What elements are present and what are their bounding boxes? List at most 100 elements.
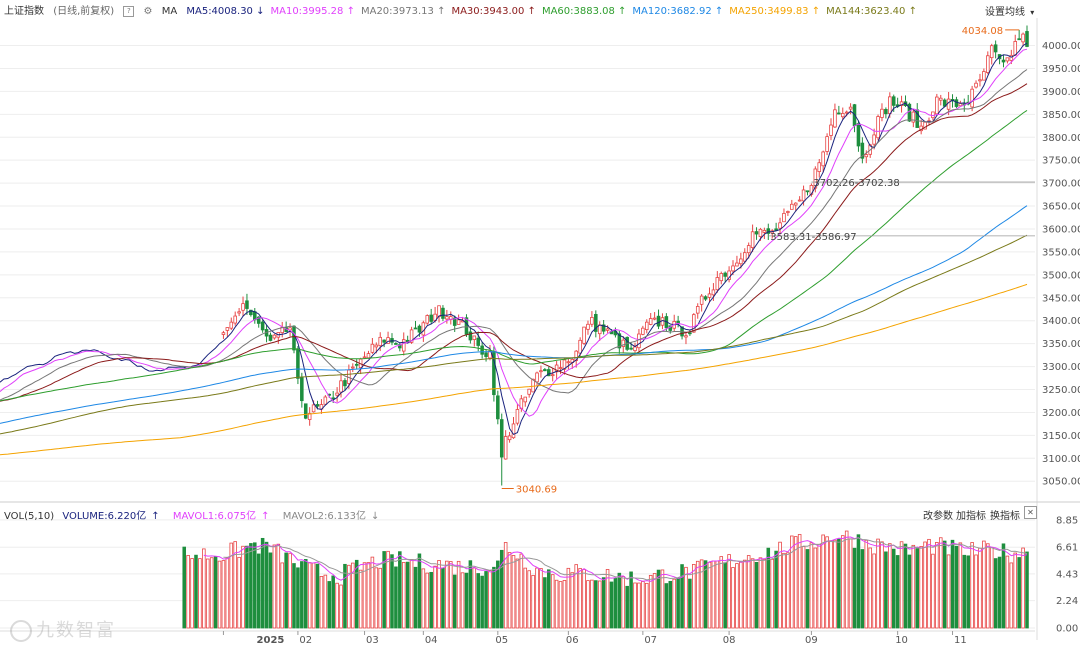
candle-body bbox=[719, 273, 724, 282]
volume-bar bbox=[300, 561, 304, 629]
candle-body bbox=[303, 403, 308, 419]
volume-bar bbox=[562, 580, 567, 629]
volume-bar bbox=[217, 560, 222, 629]
candle-body bbox=[382, 339, 386, 343]
volume-bar bbox=[829, 540, 833, 629]
candle-body bbox=[742, 252, 747, 262]
candle-body bbox=[711, 289, 716, 296]
volume-bar bbox=[911, 544, 916, 629]
volume-bar bbox=[907, 554, 912, 629]
candle-body bbox=[378, 336, 382, 347]
ma-legend-item: MA60:3883.08 ↑ bbox=[541, 6, 627, 17]
volume-bar bbox=[460, 572, 465, 629]
volume-bar bbox=[629, 571, 633, 629]
candle-body bbox=[880, 108, 884, 118]
volume-bar bbox=[315, 563, 320, 629]
ma-line-ma20 bbox=[0, 69, 1028, 401]
settings-ma-button[interactable]: 设置均线 ▾ bbox=[985, 3, 1034, 18]
candle-body bbox=[566, 361, 571, 364]
volume-bar bbox=[496, 560, 500, 629]
candle-body bbox=[986, 55, 990, 73]
volume-bar bbox=[935, 542, 939, 629]
y-tick-label: 3350.00 bbox=[1042, 339, 1080, 350]
mavol1-value-text: MAVOL1:6.075亿 bbox=[172, 511, 257, 522]
candle-body bbox=[441, 307, 445, 319]
ma-lines bbox=[0, 42, 1028, 456]
candle-body bbox=[817, 162, 822, 172]
volume-bar bbox=[292, 563, 296, 629]
volume-tick-label: 4.43 bbox=[1056, 569, 1078, 580]
volume-bar bbox=[182, 546, 187, 629]
add-indicator-button[interactable]: 加指标 bbox=[956, 511, 986, 522]
volume-bar bbox=[958, 542, 963, 629]
candle-body bbox=[645, 321, 649, 331]
y-tick-label: 3850.00 bbox=[1042, 110, 1080, 121]
candle-body bbox=[970, 88, 974, 108]
volume-bar bbox=[319, 576, 324, 629]
volume-bar bbox=[833, 539, 837, 629]
volume-bar bbox=[1001, 543, 1006, 629]
volume-bar bbox=[919, 546, 923, 629]
volume-bar bbox=[499, 549, 504, 629]
watermark-logo-icon bbox=[10, 620, 32, 642]
candle-body bbox=[864, 154, 869, 158]
ma-line-ma144 bbox=[0, 234, 1028, 435]
volume-bar bbox=[782, 552, 786, 629]
volume-bar bbox=[758, 557, 763, 629]
volume-bar bbox=[354, 559, 359, 629]
volume-value: VOLUME:6.220亿 ↑ bbox=[62, 511, 164, 522]
y-tick-label: 3650.00 bbox=[1042, 202, 1080, 213]
candle-body bbox=[692, 314, 696, 333]
y-tick-label: 3100.00 bbox=[1042, 454, 1080, 465]
vol-label: VOL(5,10) bbox=[4, 511, 55, 522]
candle-body bbox=[715, 277, 720, 291]
candle-body bbox=[1005, 57, 1010, 62]
chart-mode: (日线,前复权) bbox=[53, 6, 115, 17]
volume-arrow: ↑ bbox=[151, 511, 160, 522]
candle-body bbox=[409, 329, 414, 343]
volume-bar bbox=[186, 555, 190, 629]
volume-bar bbox=[586, 580, 590, 629]
candle-body bbox=[876, 116, 880, 139]
volume-bar bbox=[429, 571, 433, 629]
candle-body bbox=[1009, 54, 1014, 61]
volume-bar bbox=[194, 554, 198, 629]
volume-bar bbox=[558, 581, 563, 629]
candle-body bbox=[578, 339, 582, 354]
volume-bar bbox=[339, 584, 343, 629]
volume-bar bbox=[633, 582, 637, 629]
close-icon[interactable]: ✕ bbox=[1024, 506, 1037, 519]
candle-body bbox=[758, 228, 763, 237]
candle-body bbox=[790, 203, 794, 210]
volume-bar bbox=[625, 585, 629, 629]
candle-body bbox=[268, 334, 273, 341]
candle-body bbox=[848, 106, 853, 110]
volume-bar bbox=[1005, 555, 1010, 629]
change-params-button[interactable]: 改参数 bbox=[923, 511, 953, 522]
volume-bar bbox=[253, 542, 257, 629]
y-tick-label: 3900.00 bbox=[1042, 87, 1080, 98]
gear-icon[interactable]: ⚙ bbox=[143, 6, 153, 17]
candle-body bbox=[503, 436, 508, 460]
volume-bar bbox=[601, 577, 606, 629]
help-icon[interactable]: ? bbox=[123, 5, 135, 17]
candle-body bbox=[766, 228, 771, 234]
candle-body bbox=[535, 372, 539, 383]
volume-bar bbox=[225, 557, 230, 629]
candle-body bbox=[688, 332, 692, 335]
volume-bar bbox=[750, 558, 755, 629]
volume-bar bbox=[817, 543, 822, 629]
volume-bar bbox=[715, 560, 720, 629]
volume-bar bbox=[692, 564, 696, 629]
candle-body bbox=[562, 359, 567, 370]
candle-body bbox=[550, 374, 555, 377]
candle-body bbox=[805, 190, 810, 193]
candle-body bbox=[833, 109, 837, 128]
candle-body bbox=[531, 378, 535, 393]
volume-legend: VOL(5,10) VOLUME:6.220亿 ↑ MAVOL1:6.075亿 ↑ … bbox=[4, 507, 389, 522]
switch-indicator-button[interactable]: 换指标 bbox=[990, 511, 1020, 522]
candle-body bbox=[351, 366, 355, 369]
candle-body bbox=[641, 327, 645, 335]
volume-bar bbox=[762, 558, 767, 629]
